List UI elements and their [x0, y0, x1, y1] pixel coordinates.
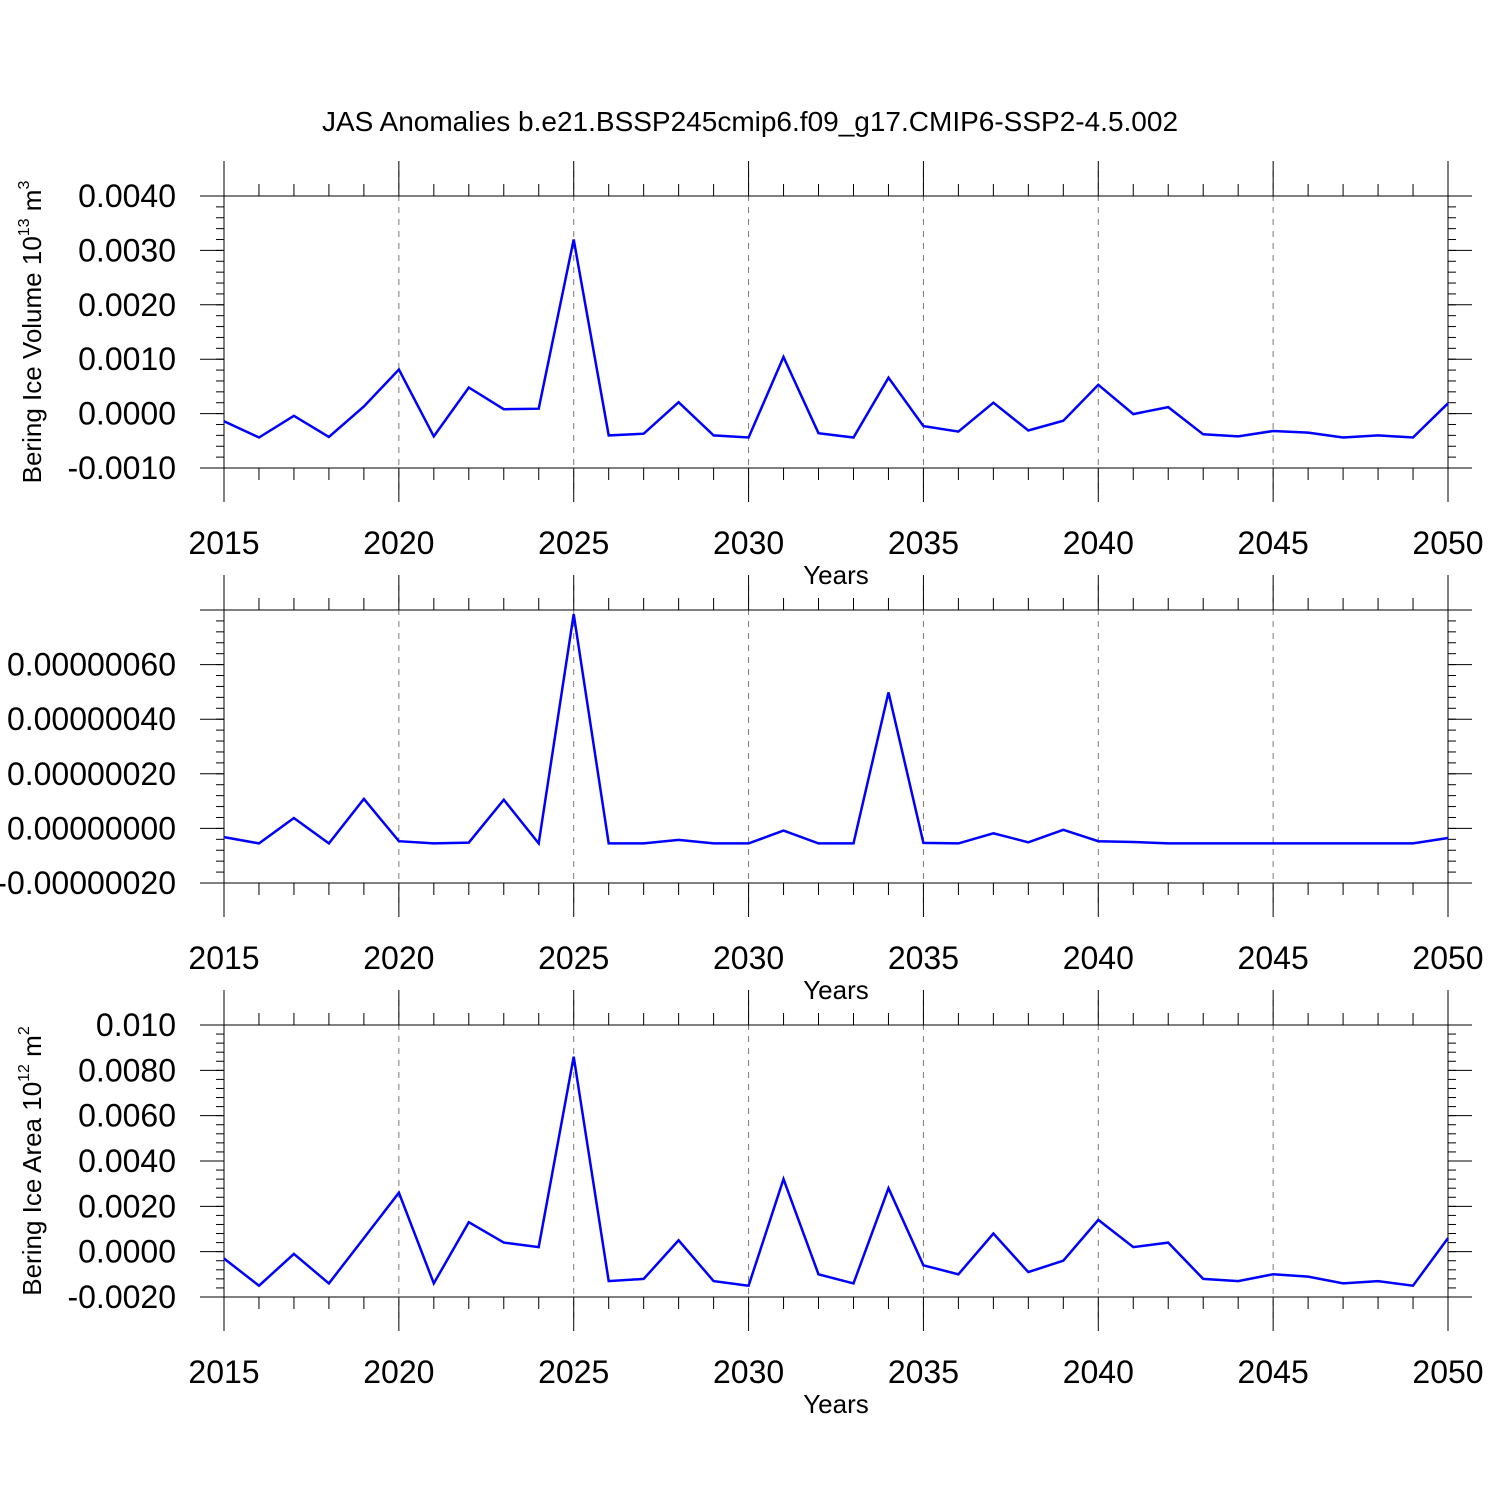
chart-title: JAS Anomalies b.e21.BSSP245cmip6.f09_g17…	[322, 106, 1178, 137]
panel-3-ytick-label-3: 0.0040	[78, 1143, 176, 1179]
panel-1-x-axis-label: Years	[803, 560, 869, 590]
panel-2-series-line	[223, 613, 1449, 847]
panel-2-ytick-label-4: 0.00000060	[7, 647, 176, 683]
panel-2-xtick-label-2025: 2025	[538, 940, 609, 976]
panel-3-xtick-label-2050: 2050	[1412, 1354, 1483, 1390]
panel-1-xtick-label-2020: 2020	[363, 525, 434, 561]
panel-2-ytick-label-1: 0.00000000	[7, 810, 176, 846]
panel-2-xtick-label-2030: 2030	[713, 940, 784, 976]
panel-1-xtick-label-2045: 2045	[1238, 525, 1309, 561]
panel-2-xtick-label-2040: 2040	[1063, 940, 1134, 976]
panel-3-xtick-label-2025: 2025	[538, 1354, 609, 1390]
panel-2-x-axis-label: Years	[803, 975, 869, 1005]
panel-1-y-axis-label: Bering Ice Volume 1013 m3	[16, 181, 47, 484]
panel-3-xtick-label-2045: 2045	[1238, 1354, 1309, 1390]
panel-3-xtick-label-2015: 2015	[188, 1354, 259, 1390]
panel-1-ytick-label-5: 0.0040	[78, 178, 176, 214]
panel-2-xtick-label-2015: 2015	[188, 940, 259, 976]
panel-1-ytick-label-3: 0.0020	[78, 287, 176, 323]
panel-3-ytick-label-0: -0.0020	[67, 1279, 176, 1315]
panel-3-xtick-label-2035: 2035	[888, 1354, 959, 1390]
panel-1-xtick-label-2030: 2030	[713, 525, 784, 561]
panel-1-ytick-label-2: 0.0010	[78, 341, 176, 377]
panel-1-series-line	[223, 239, 1449, 439]
panel-2-ytick-label-3: 0.00000040	[7, 701, 176, 737]
panel-2-xtick-label-2050: 2050	[1412, 940, 1483, 976]
panel-3-xtick-label-2030: 2030	[713, 1354, 784, 1390]
panel-3-x-axis-label: Years	[803, 1389, 869, 1419]
panel-1-ytick-label-1: 0.0000	[78, 396, 176, 432]
panel-2-xtick-label-2045: 2045	[1238, 940, 1309, 976]
panel-1-ytick-label-4: 0.0030	[78, 232, 176, 268]
panel-1-xtick-label-2015: 2015	[188, 525, 259, 561]
panel-1-xtick-label-2035: 2035	[888, 525, 959, 561]
panel-2-ytick-label-2: 0.00000020	[7, 756, 176, 792]
panel-1-xtick-label-2050: 2050	[1412, 525, 1483, 561]
panel-3-series-line	[223, 1056, 1450, 1288]
panel-1-xtick-label-2025: 2025	[538, 525, 609, 561]
panel-3-ytick-label-1: 0.0000	[78, 1234, 176, 1270]
panel-1-xtick-label-2040: 2040	[1063, 525, 1134, 561]
panel-3-ytick-label-4: 0.0060	[78, 1098, 176, 1134]
panel-3-ytick-label-2: 0.0020	[78, 1188, 176, 1224]
panel-1-ytick-label-0: -0.0010	[67, 450, 176, 486]
panel-3-y-axis-label: Bering Ice Area 1012 m2	[16, 1026, 47, 1296]
panel-3-ytick-label-6: 0.010	[96, 1007, 176, 1043]
panel-3-xtick-label-2020: 2020	[363, 1354, 434, 1390]
panel-3-ytick-label-5: 0.0080	[78, 1052, 176, 1088]
panel-2-ytick-label-0: -0.00000020	[0, 865, 176, 901]
panel-3-xtick-label-2040: 2040	[1063, 1354, 1134, 1390]
panel-2-xtick-label-2035: 2035	[888, 940, 959, 976]
panel-2-xtick-label-2020: 2020	[363, 940, 434, 976]
